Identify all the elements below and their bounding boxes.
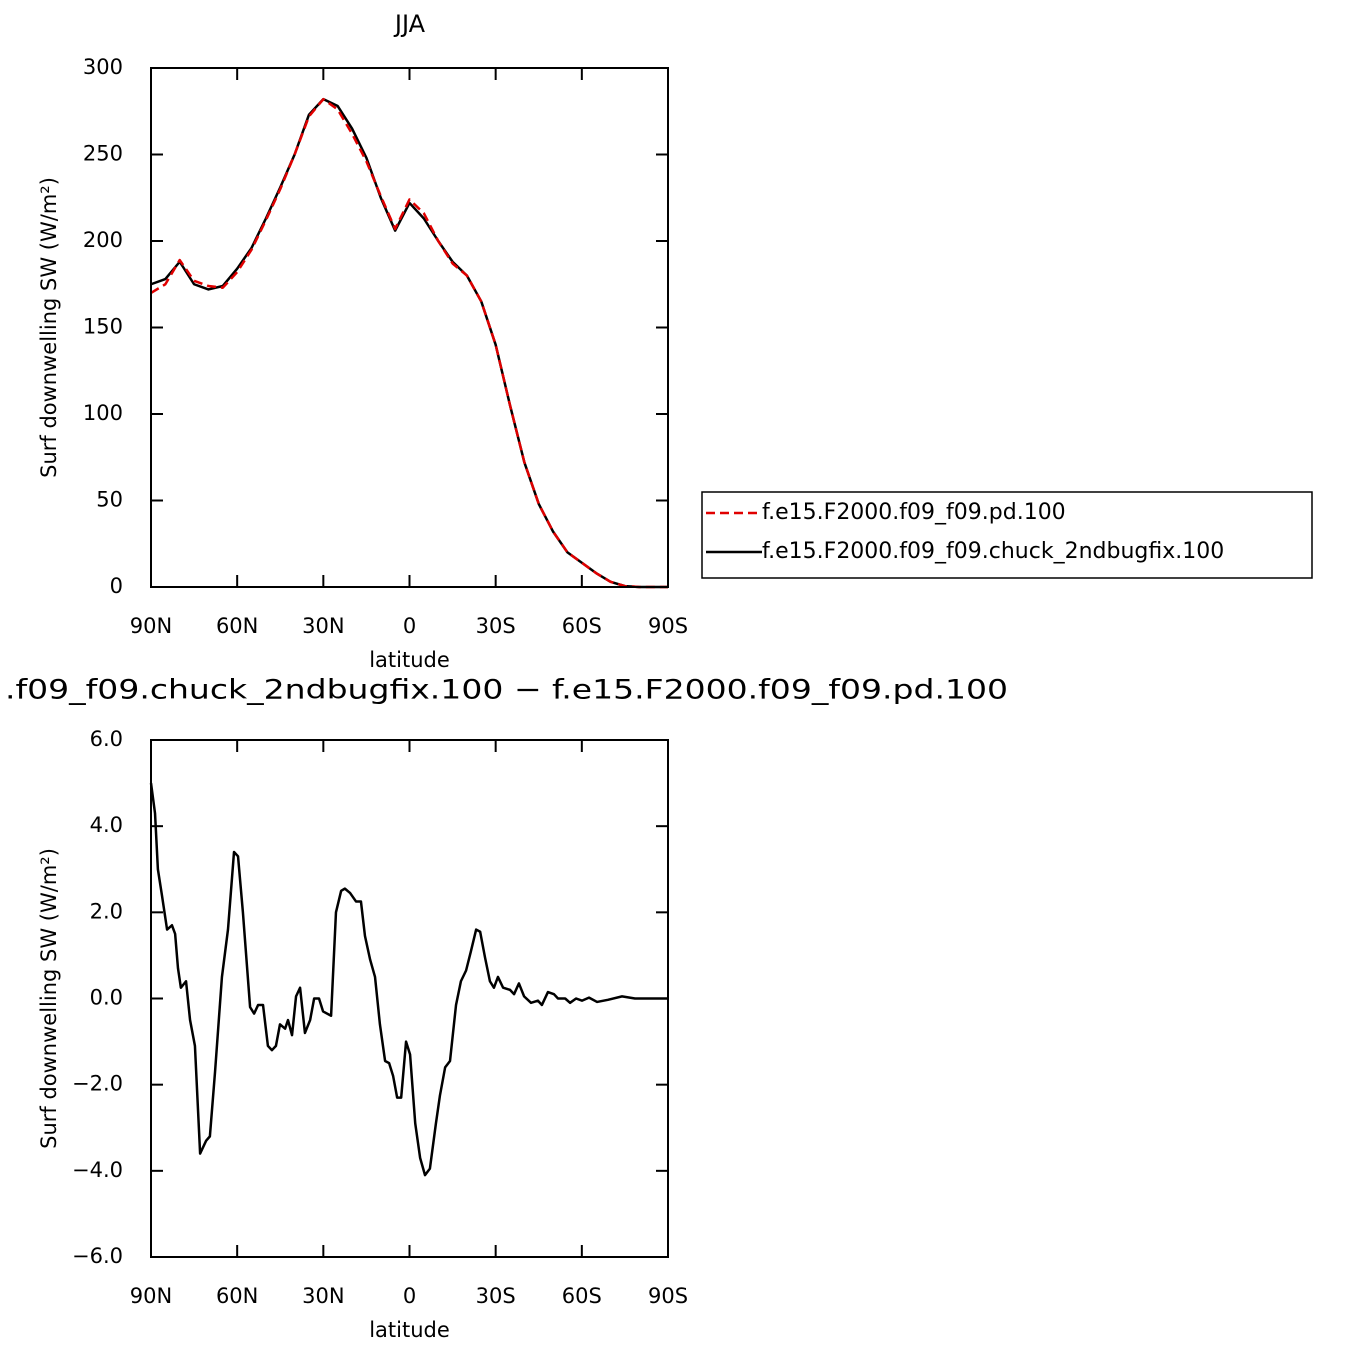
legend-label: f.e15.F2000.f09_f09.chuck_2ndbugfix.100: [762, 539, 1224, 564]
x-axis-label: latitude: [369, 1318, 450, 1342]
y-tick-label: −6.0: [72, 1244, 123, 1268]
chart-title: JJA: [393, 10, 426, 38]
x-axis-label: latitude: [369, 648, 450, 672]
x-tick-label: 90S: [648, 614, 688, 638]
x-tick-label: 30S: [476, 614, 516, 638]
plot-frame: [150, 739, 669, 1258]
x-tick-label: 60N: [216, 1284, 258, 1308]
y-tick-label: 4.0: [90, 813, 123, 837]
x-tick-label: 60S: [562, 614, 602, 638]
y-tick-label: −4.0: [72, 1158, 123, 1182]
y-tick-label: −2.0: [72, 1072, 123, 1096]
plot-frame: [150, 67, 669, 588]
x-tick-label: 90N: [130, 614, 172, 638]
x-tick-label: 90N: [130, 1284, 172, 1308]
x-tick-label: 90S: [648, 1284, 688, 1308]
y-axis-label: Surf downwelling SW (W/m²): [37, 848, 61, 1149]
data-line: [150, 97, 668, 589]
legend-label: f.e15.F2000.f09_f09.pd.100: [762, 500, 1066, 525]
x-tick-label: 0: [403, 614, 416, 638]
y-tick-label: 100: [83, 401, 123, 425]
y-tick-label: 200: [83, 228, 123, 252]
x-tick-label: 30N: [302, 614, 344, 638]
y-tick-label: 0.0: [90, 986, 123, 1010]
chart-title: .f09_f09.chuck_2ndbugfix.100 − f.e15.F20…: [5, 675, 1008, 706]
data-line: [149, 782, 668, 1177]
y-tick-label: 50: [96, 488, 123, 512]
y-axis-label: Surf downwelling SW (W/m²): [37, 177, 61, 478]
y-tick-label: 150: [83, 315, 123, 339]
x-tick-label: 60N: [216, 614, 258, 638]
x-tick-label: 30N: [302, 1284, 344, 1308]
y-tick-label: 250: [83, 142, 123, 166]
data-line: [150, 97, 668, 589]
x-tick-label: 0: [403, 1284, 416, 1308]
y-tick-label: 2.0: [90, 899, 123, 923]
x-tick-label: 60S: [562, 1284, 602, 1308]
legend-box: [701, 491, 1313, 579]
y-tick-label: 6.0: [90, 727, 123, 751]
x-tick-label: 30S: [476, 1284, 516, 1308]
y-tick-label: 0: [110, 574, 123, 598]
y-tick-label: 300: [83, 55, 123, 79]
